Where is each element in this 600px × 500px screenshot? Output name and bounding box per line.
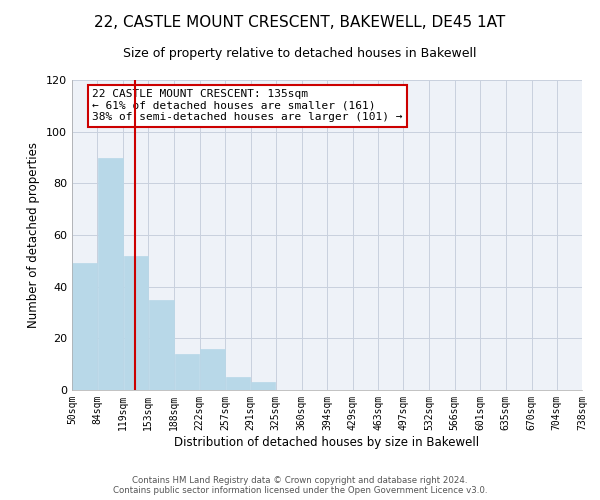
- Y-axis label: Number of detached properties: Number of detached properties: [28, 142, 40, 328]
- Bar: [200, 348, 225, 390]
- Text: 22, CASTLE MOUNT CRESCENT, BAKEWELL, DE45 1AT: 22, CASTLE MOUNT CRESCENT, BAKEWELL, DE4…: [94, 15, 506, 30]
- Text: Contains HM Land Registry data © Crown copyright and database right 2024.
Contai: Contains HM Land Registry data © Crown c…: [113, 476, 487, 495]
- Bar: [73, 264, 97, 390]
- Bar: [251, 382, 275, 390]
- X-axis label: Distribution of detached houses by size in Bakewell: Distribution of detached houses by size …: [175, 436, 479, 448]
- Text: Size of property relative to detached houses in Bakewell: Size of property relative to detached ho…: [123, 48, 477, 60]
- Bar: [124, 256, 148, 390]
- Bar: [149, 300, 174, 390]
- Bar: [226, 377, 250, 390]
- Bar: [175, 354, 199, 390]
- Bar: [98, 158, 123, 390]
- Text: 22 CASTLE MOUNT CRESCENT: 135sqm
← 61% of detached houses are smaller (161)
38% : 22 CASTLE MOUNT CRESCENT: 135sqm ← 61% o…: [92, 90, 403, 122]
